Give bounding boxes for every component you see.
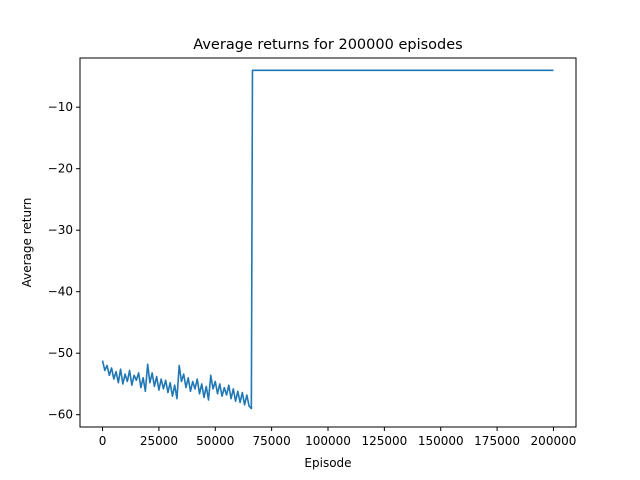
series-line <box>101 69 554 410</box>
x-tick-label: 25000 <box>140 434 178 448</box>
y-tick-label: −20 <box>48 162 73 176</box>
x-tick-label: 100000 <box>305 434 351 448</box>
x-axis-label: Episode <box>304 456 351 470</box>
x-tick-label: 150000 <box>418 434 464 448</box>
y-tick-label: −50 <box>48 346 73 360</box>
axes: 0 25000 50000 75000 100000 125000 150000 175000… <box>48 100 577 448</box>
y-tick-label: −10 <box>48 100 73 114</box>
x-tick-label: 200000 <box>531 434 577 448</box>
x-tick-label: 175000 <box>474 434 520 448</box>
x-tick-label: 125000 <box>361 434 407 448</box>
chart-title: Average returns for 200000 episodes <box>193 37 462 53</box>
y-tick-label: −40 <box>48 285 73 299</box>
x-tick-label: 75000 <box>253 434 291 448</box>
y-tick-label: −30 <box>48 223 73 237</box>
x-tick-label: 50000 <box>196 434 234 448</box>
y-tick-label: −60 <box>48 408 73 422</box>
plot-area <box>101 69 554 410</box>
y-axis-label: Average return <box>20 198 34 288</box>
plot-frame <box>79 57 577 428</box>
x-tick-label: 0 <box>99 434 107 448</box>
